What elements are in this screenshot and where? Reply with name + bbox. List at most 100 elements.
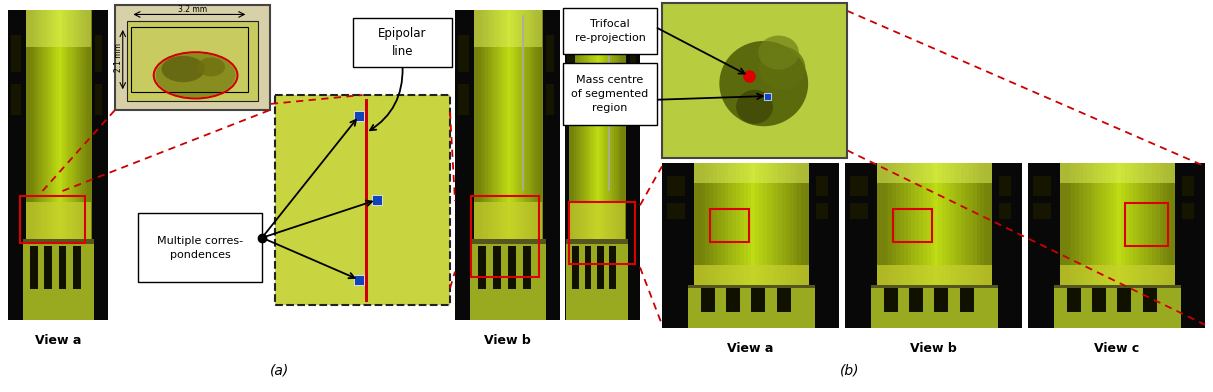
Bar (1117, 163, 1122, 287)
Bar (614, 10, 616, 243)
Bar (593, 10, 596, 243)
Bar (620, 10, 622, 243)
Bar (459, 35, 465, 72)
Bar (973, 163, 976, 287)
Bar (55, 10, 57, 243)
Bar (927, 163, 932, 287)
Bar (631, 35, 636, 72)
Bar (919, 163, 923, 287)
Bar (36, 10, 40, 243)
Bar (1137, 163, 1141, 287)
Bar (506, 10, 508, 243)
Bar (546, 35, 553, 72)
Bar (11, 35, 17, 72)
Bar (28, 10, 30, 243)
Bar (871, 285, 997, 288)
Ellipse shape (198, 58, 226, 76)
Bar (1054, 285, 1180, 328)
Bar (674, 203, 685, 219)
Bar (818, 203, 828, 219)
Bar (537, 10, 540, 243)
Bar (492, 246, 501, 289)
Bar (89, 10, 91, 243)
Bar (599, 10, 602, 243)
Bar (701, 289, 714, 312)
Bar (850, 176, 861, 196)
Bar (474, 10, 542, 47)
Bar (583, 10, 586, 243)
Bar (1001, 176, 1012, 196)
Bar (354, 275, 364, 285)
Bar (23, 240, 95, 244)
Bar (667, 203, 678, 219)
Bar (585, 246, 591, 289)
Bar (580, 10, 582, 243)
Bar (73, 246, 80, 289)
Bar (740, 163, 745, 287)
Bar (721, 163, 725, 287)
Bar (1184, 176, 1195, 196)
Bar (706, 163, 710, 287)
Bar (818, 176, 828, 196)
Bar (1181, 203, 1192, 219)
Bar (131, 27, 249, 92)
Bar (850, 203, 861, 219)
Bar (1060, 163, 1064, 287)
Bar (662, 163, 839, 328)
Bar (1126, 203, 1168, 245)
Bar (1152, 163, 1156, 287)
Bar (58, 10, 61, 243)
Bar (609, 246, 616, 289)
Bar (1133, 163, 1137, 287)
Bar (82, 10, 85, 243)
Bar (50, 10, 52, 243)
Bar (688, 285, 815, 288)
Bar (797, 163, 802, 287)
Text: View a: View a (728, 342, 774, 355)
Bar (66, 10, 68, 243)
Bar (477, 10, 479, 243)
Bar (508, 246, 517, 289)
Bar (1167, 163, 1172, 287)
Bar (72, 10, 74, 243)
Bar (25, 10, 29, 243)
Bar (774, 163, 779, 287)
Bar (786, 163, 790, 287)
Bar (871, 285, 997, 328)
Bar (569, 202, 634, 264)
Bar (1000, 176, 1009, 196)
Bar (1156, 163, 1160, 287)
Bar (1092, 289, 1106, 312)
Bar (877, 265, 992, 295)
Bar (23, 240, 95, 320)
Bar (1041, 176, 1050, 196)
Bar (764, 93, 771, 100)
Bar (1181, 176, 1192, 196)
Bar (488, 10, 490, 243)
Bar (710, 209, 748, 242)
Bar (596, 10, 597, 243)
Text: Mass centre
of segmented
region: Mass centre of segmented region (571, 75, 649, 113)
Bar (503, 10, 506, 243)
Bar (934, 289, 949, 312)
Bar (1001, 203, 1012, 219)
FancyBboxPatch shape (563, 63, 657, 125)
Bar (568, 35, 571, 72)
Bar (631, 84, 634, 115)
Bar (1060, 163, 1175, 183)
Bar (884, 289, 898, 312)
Bar (600, 10, 603, 243)
Bar (802, 163, 805, 287)
Bar (44, 10, 46, 243)
Bar (893, 209, 932, 242)
Bar (462, 84, 468, 115)
Bar (1147, 163, 1152, 287)
Bar (1027, 163, 1205, 328)
Bar (566, 240, 628, 320)
Bar (930, 163, 935, 287)
Bar (776, 289, 791, 312)
Bar (688, 285, 815, 328)
Bar (25, 10, 91, 47)
Bar (459, 84, 465, 115)
Bar (568, 84, 571, 115)
